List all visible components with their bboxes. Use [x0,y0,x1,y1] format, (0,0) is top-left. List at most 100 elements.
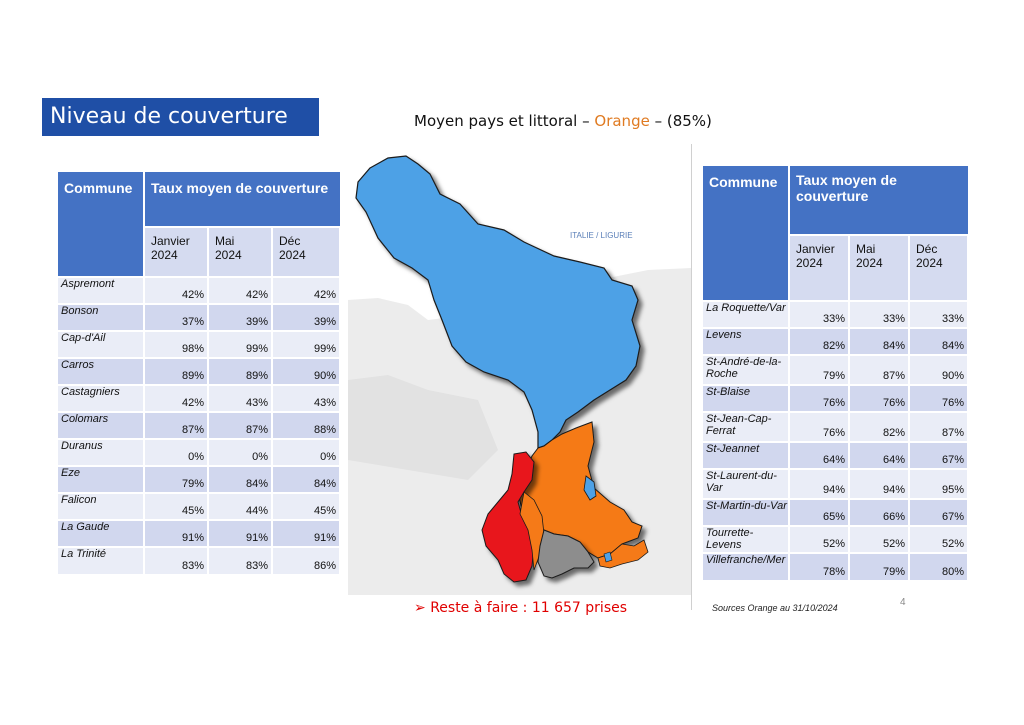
value-dec: 90% [272,357,342,385]
value-dec: 43% [272,384,342,412]
value-janvier: 89% [144,357,209,385]
value-dec: 95% [909,468,970,499]
table-row: Levens 82% 84% 84% [703,327,970,355]
value-janvier: 37% [144,303,209,331]
region-blue [355,155,641,449]
value-mai: 52% [849,525,910,553]
value-janvier: 79% [144,465,209,493]
coverage-map: ITALIE / LIGURIE [348,155,691,595]
value-mai: 43% [208,384,273,412]
value-dec: 88% [272,411,342,439]
page-number: 4 [900,597,906,608]
value-mai: 94% [849,468,910,499]
commune-name: Duranus [58,438,145,466]
sources-note: Sources Orange au 31/10/2024 [712,603,838,613]
region-orange-west [519,491,545,571]
table-row: St-Jeannet 64% 64% 67% [703,441,970,469]
value-janvier: 42% [144,384,209,412]
table-row: La Trinité 83% 83% 86% [58,546,342,574]
header-month-dec: Déc 2024 [272,226,342,277]
value-janvier: 0% [144,438,209,466]
commune-name: St-Blaise [703,384,790,412]
header-commune: Commune [58,172,145,277]
value-janvier: 45% [144,492,209,520]
table-row: Carros 89% 89% 90% [58,357,342,385]
value-mai: 39% [208,303,273,331]
remaining-work-note: ➢ Reste à faire : 11 657 prises [414,600,627,616]
value-dec: 0% [272,438,342,466]
header-month-mai: Mai 2024 [208,226,273,277]
commune-name: St-Laurent-du-Var [703,468,790,499]
header-month-janvier: Janvier 2024 [789,234,850,301]
header-taux: Taux moyen de couverture [789,166,969,235]
value-janvier: 91% [144,519,209,547]
value-dec: 86% [272,546,342,574]
value-dec: 39% [272,303,342,331]
value-mai: 87% [208,411,273,439]
value-dec: 84% [272,465,342,493]
value-janvier: 83% [144,546,209,574]
value-janvier: 76% [789,384,850,412]
value-janvier: 78% [789,552,850,580]
commune-name: St-Martin-du-Var [703,498,790,526]
commune-name: Tourrette-Levens [703,525,790,553]
table-row: Castagniers 42% 43% 43% [58,384,342,412]
table-row: Aspremont 42% 42% 42% [58,276,342,304]
value-dec: 52% [909,525,970,553]
value-janvier: 42% [144,276,209,304]
commune-name: Aspremont [58,276,145,304]
value-mai: 66% [849,498,910,526]
region-orange-east [597,539,649,569]
value-mai: 42% [208,276,273,304]
header-month-dec: Déc 2024 [909,234,970,301]
slide-subtitle: Moyen pays et littoral – Orange – (85%) [414,112,712,130]
value-mai: 79% [849,552,910,580]
table-row: La Gaude 91% 91% 91% [58,519,342,547]
coverage-table-left: Commune Taux moyen de couverture Janvier… [58,172,342,574]
value-dec: 99% [272,330,342,358]
commune-name: Cap-d'Ail [58,330,145,358]
subtitle-prefix: Moyen pays et littoral – [414,112,595,130]
value-dec: 67% [909,498,970,526]
arrow-bullet-icon: ➢ [414,600,426,616]
table-row: St-Martin-du-Var 65% 66% 67% [703,498,970,526]
value-mai: 99% [208,330,273,358]
value-mai: 89% [208,357,273,385]
commune-name: Eze [58,465,145,493]
slide-title: Niveau de couverture [42,98,319,136]
table-row: Cap-d'Ail 98% 99% 99% [58,330,342,358]
map-label: ITALIE / LIGURIE [570,231,633,240]
commune-name: Colomars [58,411,145,439]
value-mai: 82% [849,411,910,442]
table-row: La Roquette/Var 33% 33% 33% [703,300,970,328]
value-mai: 76% [849,384,910,412]
commune-name: La Trinité [58,546,145,574]
commune-name: La Roquette/Var [703,300,790,328]
value-mai: 33% [849,300,910,328]
table-row: Bonson 37% 39% 39% [58,303,342,331]
value-dec: 67% [909,441,970,469]
region-blue-small [583,475,597,501]
subtitle-suffix: – (85%) [649,112,712,130]
value-janvier: 94% [789,468,850,499]
value-mai: 91% [208,519,273,547]
commune-name: Bonson [58,303,145,331]
value-janvier: 98% [144,330,209,358]
value-dec: 80% [909,552,970,580]
commune-name: St-André-de-la-Roche [703,354,790,385]
value-mai: 0% [208,438,273,466]
table-row: St-André-de-la-Roche 79% 87% 90% [703,354,970,385]
value-mai: 44% [208,492,273,520]
table-row: Colomars 87% 87% 88% [58,411,342,439]
value-janvier: 65% [789,498,850,526]
value-mai: 87% [849,354,910,385]
table-row: St-Blaise 76% 76% 76% [703,384,970,412]
commune-name: Falicon [58,492,145,520]
value-janvier: 52% [789,525,850,553]
value-dec: 76% [909,384,970,412]
value-dec: 84% [909,327,970,355]
header-commune: Commune [703,166,790,301]
commune-name: Carros [58,357,145,385]
region-red [481,451,535,583]
value-dec: 87% [909,411,970,442]
